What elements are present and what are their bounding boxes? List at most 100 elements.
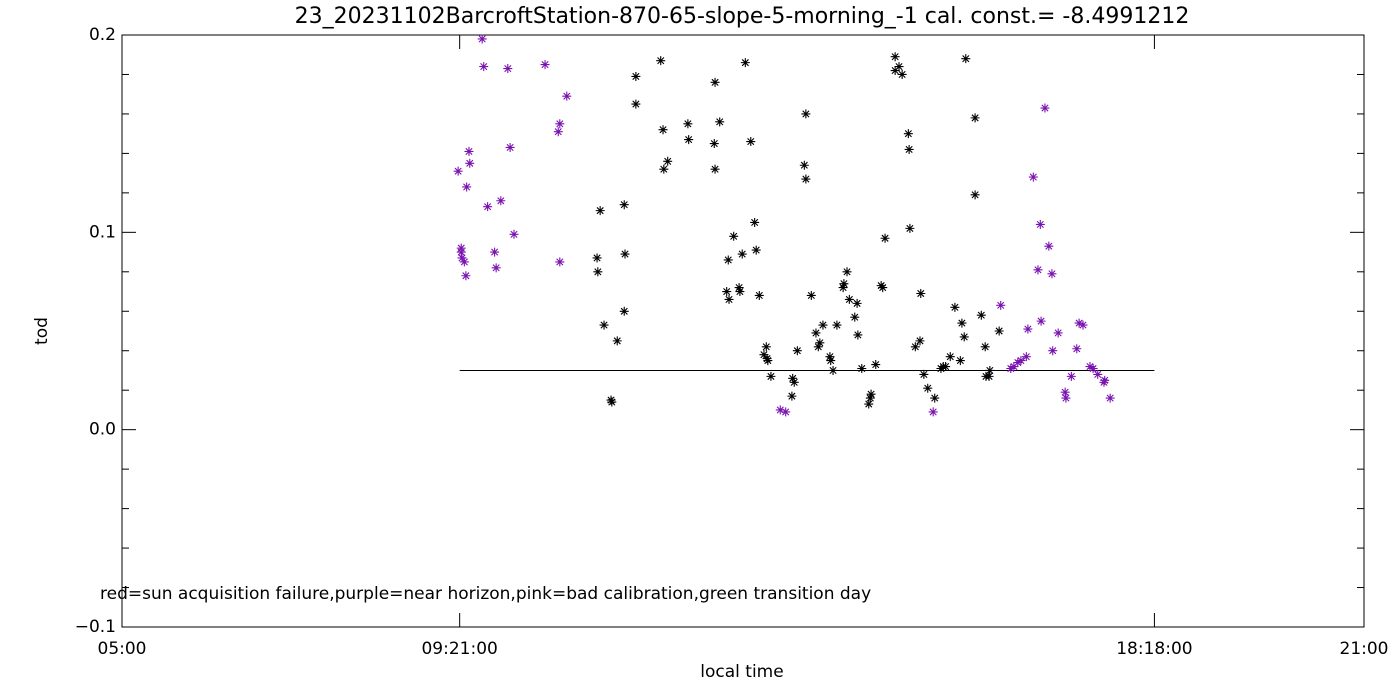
data-point [787,391,797,401]
data-point [729,231,739,241]
data-point [490,247,500,257]
data-point [1060,387,1070,397]
data-point [789,377,799,387]
chart-title: 23_20231102BarcroftStation-870-65-slope-… [295,4,1190,29]
data-point [593,267,603,277]
data-point [457,253,467,263]
data-point [658,125,668,135]
data-point [832,320,842,330]
data-point [762,354,772,364]
data-point [607,397,617,407]
data-point [1074,318,1084,328]
data-point [928,407,938,417]
data-point [1085,362,1095,372]
data-point [1093,369,1103,379]
data-point [759,350,769,360]
data-point [850,312,860,322]
data-point [806,290,816,300]
data-point [619,306,629,316]
data-point [864,399,874,409]
data-point [1100,375,1110,385]
data-point [1023,324,1033,334]
data-point [950,302,960,312]
data-point [606,395,616,405]
data-point [904,144,914,154]
data-point [890,66,900,76]
data-point [631,71,641,81]
data-point [1040,103,1050,113]
data-point [503,64,513,74]
data-point [1009,362,1019,372]
data-point [710,164,720,174]
data-point [462,182,472,192]
data-point [723,255,733,265]
data-point [853,330,863,340]
data-point [959,332,969,342]
data-point [459,257,469,267]
data-point [722,287,732,297]
data-point [1105,393,1115,403]
data-point [505,142,515,152]
data-point [985,365,995,375]
data-point [461,271,471,281]
data-point [799,160,809,170]
annotation: red=sun acquisition failure,purple=near … [100,584,871,604]
data-point [595,206,605,216]
data-point [746,137,756,147]
data-point [761,342,771,352]
data-point [923,383,933,393]
x-tick-label: 21:00 [1340,639,1389,659]
data-point [509,229,519,239]
data-point [890,52,900,62]
data-point [857,363,867,373]
data-point [724,294,734,304]
data-point [456,247,466,257]
data-point [915,336,925,346]
data-point [1036,316,1046,326]
data-point [553,127,563,137]
data-point [740,58,750,68]
data-point [955,356,965,366]
data-point [1006,363,1016,373]
x-tick-label: 09:21:00 [421,639,497,659]
data-point [464,146,474,156]
data-point [656,56,666,66]
y-tick-label: 0.2 [89,25,116,45]
data-point [825,352,835,362]
data-point [763,356,773,366]
data-point [813,342,823,352]
data-point [562,91,572,101]
data-point [619,200,629,210]
data-point [894,62,904,72]
data-point [826,356,836,366]
data-point [815,338,825,348]
data-point [496,196,506,206]
data-point [878,283,888,293]
data-point [916,289,926,299]
data-point [842,267,852,277]
data-point [866,389,876,399]
data-point [930,393,940,403]
data-point [905,223,915,233]
data-point [1035,219,1045,229]
data-point [1013,358,1023,368]
data-point [751,245,761,255]
data-point [871,360,881,370]
data-point [1028,172,1038,182]
data-point [715,117,725,127]
data-point [811,328,821,338]
data-point [781,407,791,417]
y-tick-label: 0.0 [89,420,116,440]
data-point [828,365,838,375]
y-tick-label: −0.1 [75,617,116,637]
data-point [710,77,720,87]
data-point [1078,320,1088,330]
data-point [709,139,719,149]
data-point [818,320,828,330]
data-point [801,174,811,184]
data-point [1066,371,1076,381]
data-point [788,373,798,383]
data-point [852,298,862,308]
x-tick-label: 05:00 [98,639,147,659]
